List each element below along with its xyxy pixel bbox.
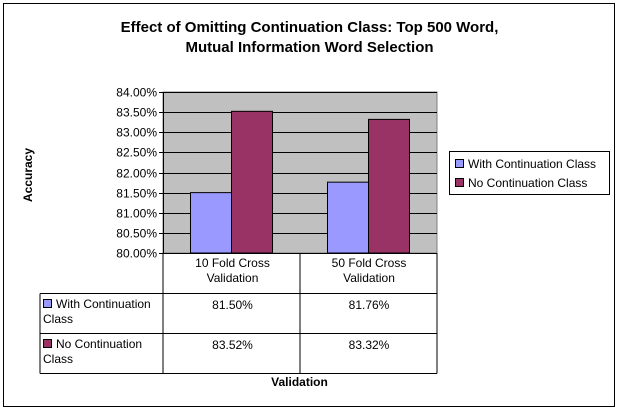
table-cell-no-50fold: 83.32% (348, 338, 390, 352)
table-cell-with-50fold: 81.76% (348, 298, 390, 312)
bar-with-1 (327, 181, 369, 254)
bars (190, 110, 410, 254)
y-tick-label: 82.00% (116, 167, 157, 181)
y-tick-label: 82.50% (116, 146, 157, 160)
y-tick-label: 83.50% (116, 106, 157, 120)
y-tick-label: 81.50% (116, 187, 157, 201)
data-table-grid (39, 253, 438, 374)
x-axis-label: Validation (271, 375, 328, 389)
no-series-swatch-icon (43, 339, 52, 348)
table-cell-no-10fold: 83.52% (212, 338, 253, 352)
legend-swatch-with-icon (455, 159, 464, 168)
table-row-header-no: No Continuation Class (43, 337, 143, 366)
y-tick-label: 84.00% (116, 86, 157, 100)
y-tick-label: 83.00% (116, 126, 157, 140)
table-row-header-with: With Continuation Class (43, 297, 151, 326)
legend: With Continuation Class No Continuation … (449, 151, 610, 195)
legend-item-no: No Continuation Class (455, 176, 587, 190)
y-tick-label: 80.50% (116, 227, 157, 241)
category-label-50-fold: 50 Fold Cross Validation (331, 256, 407, 285)
chart-title-line-2: Mutual Information Word Selection (185, 39, 434, 56)
legend-swatch-no-icon (455, 178, 464, 187)
table-cell-with-10fold: 81.50% (212, 298, 253, 312)
category-label-10-fold: 10 Fold Cross Validation (195, 256, 270, 285)
with-series-swatch-icon (43, 299, 52, 308)
y-tick-label: 81.00% (116, 207, 157, 221)
chart-title-line-1: Effect of Omitting Continuation Class: T… (120, 19, 499, 36)
bar-no-1 (368, 118, 410, 254)
bar-with-0 (190, 192, 232, 254)
y-ticks: 84.00% 83.50% 83.00% 82.50% 82.00% 81.50% 81.0… (116, 86, 164, 261)
bar-no-0 (231, 110, 273, 254)
legend-item-with: With Continuation Class (455, 157, 596, 171)
y-tick-label: 80.00% (116, 247, 157, 261)
